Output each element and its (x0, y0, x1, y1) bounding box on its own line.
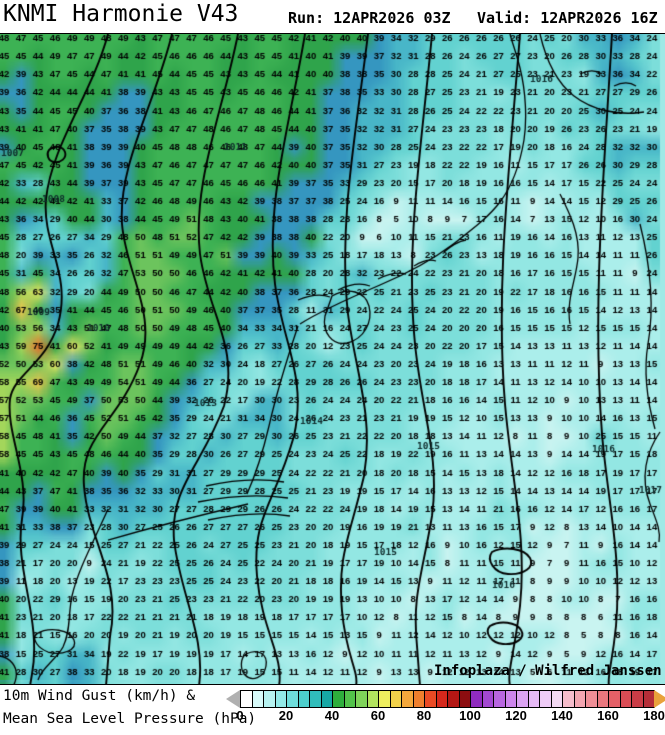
colorbar-swatch (298, 691, 310, 707)
colorbar-swatch (632, 691, 644, 707)
colorbar-swatch (425, 691, 437, 707)
colorbar-swatch (540, 691, 552, 707)
colorbar-tick-label: 60 (370, 708, 386, 723)
colorbar-swatch (436, 691, 448, 707)
colorbar-tick-label: 160 (597, 708, 619, 723)
colorbar-tick-label: 180 (643, 708, 665, 723)
wind-gust-map: Infoplaza / Wilfred Janssen (0, 33, 665, 685)
colorbar-swatch (448, 691, 460, 707)
colorbar-swatch (482, 691, 494, 707)
colorbar-tick-label: 100 (459, 708, 481, 723)
colorbar (240, 690, 655, 708)
colorbar-swatch (413, 691, 425, 707)
colorbar-swatch (287, 691, 299, 707)
colorbar-swatch (574, 691, 586, 707)
attribution: Infoplaza / Wilfred Janssen (434, 663, 662, 679)
colorbar-swatch (402, 691, 414, 707)
colorbar-swatch (517, 691, 529, 707)
colorbar-swatch (379, 691, 391, 707)
colorbar-swatch (563, 691, 575, 707)
colorbar-swatch (643, 691, 654, 707)
colorbar-tick-label: 120 (505, 708, 527, 723)
colorbar-swatch (252, 691, 264, 707)
colorbar-swatch (471, 691, 483, 707)
colorbar-tick-label: 0 (236, 708, 244, 723)
legend-line1: 10m Wind Gust (km/h) & (3, 688, 196, 704)
colorbar-swatch (528, 691, 540, 707)
colorbar-swatch (597, 691, 609, 707)
model-title: KNMI Harmonie V43 (3, 1, 239, 27)
colorbar-tick-label: 40 (324, 708, 340, 723)
colorbar-tick-label: 20 (278, 708, 294, 723)
colorbar-swatch (344, 691, 356, 707)
footer: 10m Wind Gust (km/h) & Mean Sea Level Pr… (0, 685, 665, 735)
colorbar-right-arrow (654, 690, 665, 708)
colorbar-swatch (505, 691, 517, 707)
colorbar-swatch (356, 691, 368, 707)
colorbar-tick-label: 80 (416, 708, 432, 723)
colorbar-swatch (367, 691, 379, 707)
colorbar-left-arrow (226, 690, 240, 708)
colorbar-swatch (494, 691, 506, 707)
valid-time-label: Valid: 12APR2026 16Z (477, 9, 658, 27)
legend-line2: Mean Sea Level Pressure (hPa) (3, 711, 257, 727)
run-time-label: Run: 12APR2026 03Z (288, 9, 451, 27)
colorbar-swatch (390, 691, 402, 707)
colorbar-swatch (275, 691, 287, 707)
colorbar-swatch (609, 691, 621, 707)
header: KNMI Harmonie V43 Run: 12APR2026 03Z Val… (0, 0, 665, 33)
colorbar-swatch (241, 691, 253, 707)
colorbar-swatch (551, 691, 563, 707)
colorbar-tick-label: 140 (551, 708, 573, 723)
colorbar-swatch (620, 691, 632, 707)
colorbar-swatch (321, 691, 333, 707)
colorbar-swatch (264, 691, 276, 707)
colorbar-swatch (459, 691, 471, 707)
colorbar-swatch (586, 691, 598, 707)
map-canvas (0, 34, 665, 684)
colorbar-swatch (310, 691, 322, 707)
colorbar-swatch (333, 691, 345, 707)
